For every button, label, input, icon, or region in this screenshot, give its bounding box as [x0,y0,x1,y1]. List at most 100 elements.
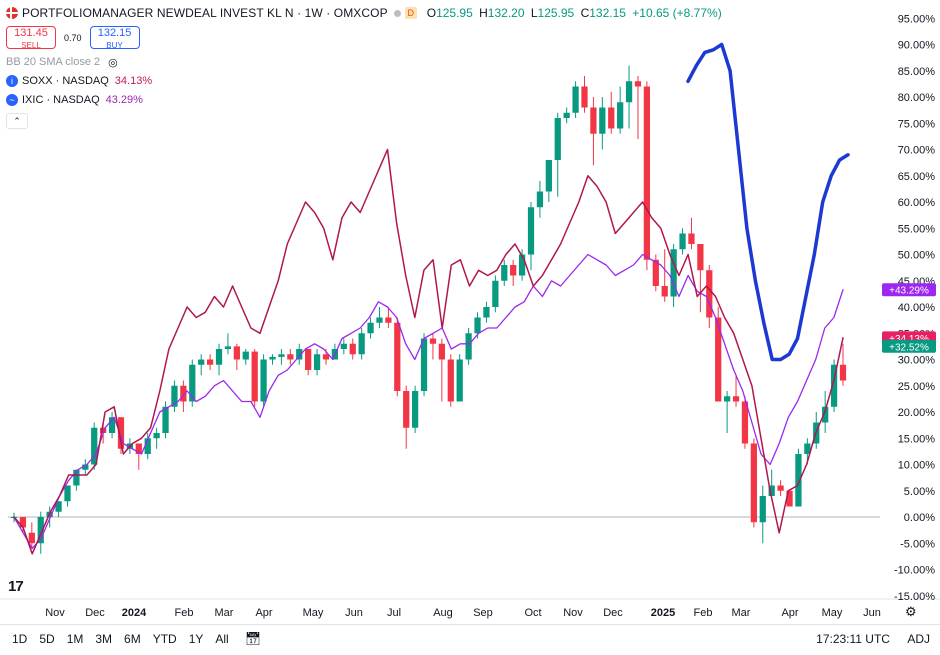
candle-body [28,532,35,544]
compare-row-ixic[interactable]: ~ IXIC · NASDAQ 43.29% [6,91,725,109]
candle-body [483,307,490,318]
candle-body [590,107,597,134]
x-tick-label: Jun [863,607,881,619]
indicator-row[interactable]: BB 20 SMA close 2 ◎ [6,53,725,71]
candle-body [162,406,169,433]
range-1d[interactable]: 1D [12,632,28,646]
candle-body [501,265,508,281]
x-tick-label: 2024 [122,607,147,619]
candle-body [251,351,258,402]
y-tick-label: -10.00% [894,565,935,577]
y-tick-label: 0.00% [904,512,935,524]
range-3m[interactable]: 3M [95,632,113,646]
buy-button[interactable]: 132.15 BUY [89,26,140,50]
candle-body [233,346,240,360]
close-label: C [580,6,590,20]
price-label-text: +43.29% [889,286,929,297]
candle-body [73,469,80,486]
candle-body [100,427,107,433]
clock-time[interactable]: 17:23:11 UTC [816,632,890,646]
range-6m[interactable]: 6M [124,632,141,646]
compare-row-soxx[interactable]: i SOXX · NASDAQ 34.13% [6,72,725,90]
range-ytd[interactable]: YTD [152,632,177,646]
candle-body [527,207,535,255]
candle-body [545,160,552,192]
sell-button[interactable]: 131.45 SELL [6,26,56,50]
candle-body [456,359,463,402]
candle-body [510,265,517,276]
candle-body [608,107,615,129]
x-tick-label: Nov [45,607,65,619]
candle-body [492,280,499,307]
candle-body [741,401,749,444]
collapse-legend-button[interactable]: ⌃ [6,113,28,129]
y-tick-label: 10.00% [898,460,936,472]
candle-body [563,112,570,118]
price-label-text: +32.52% [889,342,929,353]
candle-body [135,443,142,454]
candle-body [688,233,695,244]
y-tick-label: 75.00% [898,118,936,130]
buy-price: 132.15 [97,27,132,39]
range-1y[interactable]: 1Y [188,632,204,646]
x-tick-label: May [822,607,843,619]
candle-body [617,102,624,129]
adj-toggle[interactable]: ADJ [907,632,930,646]
symbol-title[interactable]: PORTFOLIOMANAGER NEWDEAL INVEST KL N · 1… [22,6,388,20]
calendar-goto-icon[interactable]: 📅︎ [244,631,262,646]
x-tick-label: Dec [85,607,105,619]
indicator-label: BB 20 SMA close 2 [6,56,101,68]
range-5d[interactable]: 5D [39,632,55,646]
candle-body [322,354,330,360]
y-tick-label: 50.00% [898,250,936,262]
candle-body [215,349,223,365]
hidden-eye-icon[interactable]: ◎ [108,56,118,69]
soxx-series-line [13,148,844,555]
y-tick-label: -5.00% [900,538,935,550]
candle-body [206,359,214,365]
price-label-text: +34.13% [889,334,929,345]
candle-body [180,385,187,402]
delayed-data-badge[interactable]: D [404,7,417,19]
x-tick-label: Feb [694,607,713,619]
candle-body [839,364,847,381]
price-label-box [882,283,936,297]
x-tick-label: Apr [255,607,272,619]
candle-body [224,346,232,349]
candle-body [403,391,410,428]
y-tick-label: 55.00% [898,223,936,235]
x-tick-label: Aug [433,607,453,619]
y-tick-label: -15.00% [894,591,935,603]
price-label-box [882,339,936,353]
candle-body [91,427,98,465]
candle-body [732,396,740,402]
candle-body [189,364,196,402]
low-label: L [530,6,538,20]
candle-body [447,359,454,402]
low-value: 125.95 [537,6,575,20]
settings-gear-icon[interactable]: ⚙ [905,604,917,619]
x-tick-label: 2025 [651,607,675,619]
sell-price: 131.45 [14,27,48,39]
y-tick-label: 25.00% [898,381,936,393]
ohlc-readout: O125.95 H132.20 L125.95 C132.15 +10.65 (… [427,6,725,20]
candle-body [634,81,642,87]
range-1m[interactable]: 1M [66,632,84,646]
spread-value: 0.70 [64,32,82,43]
bottom-right: 17:23:11 UTC ADJ [802,632,930,646]
compare-name: IXIC · NASDAQ [22,94,100,106]
change-value: +10.65 (+8.77%) [632,6,722,20]
open-label: O [426,6,437,20]
open-value: 125.95 [436,6,473,20]
candle-body [804,443,811,454]
candle-body [822,406,829,423]
candle-body [795,454,802,507]
y-tick-label: 40.00% [898,302,936,314]
buy-label: BUY [106,41,123,50]
ixic-series-line [13,253,844,550]
candle-body [144,438,151,454]
chart-legend: PORTFOLIOMANAGER NEWDEAL INVEST KL N · 1… [6,4,725,129]
range-all[interactable]: All [215,632,229,646]
y-tick-label: 70.00% [898,145,936,157]
